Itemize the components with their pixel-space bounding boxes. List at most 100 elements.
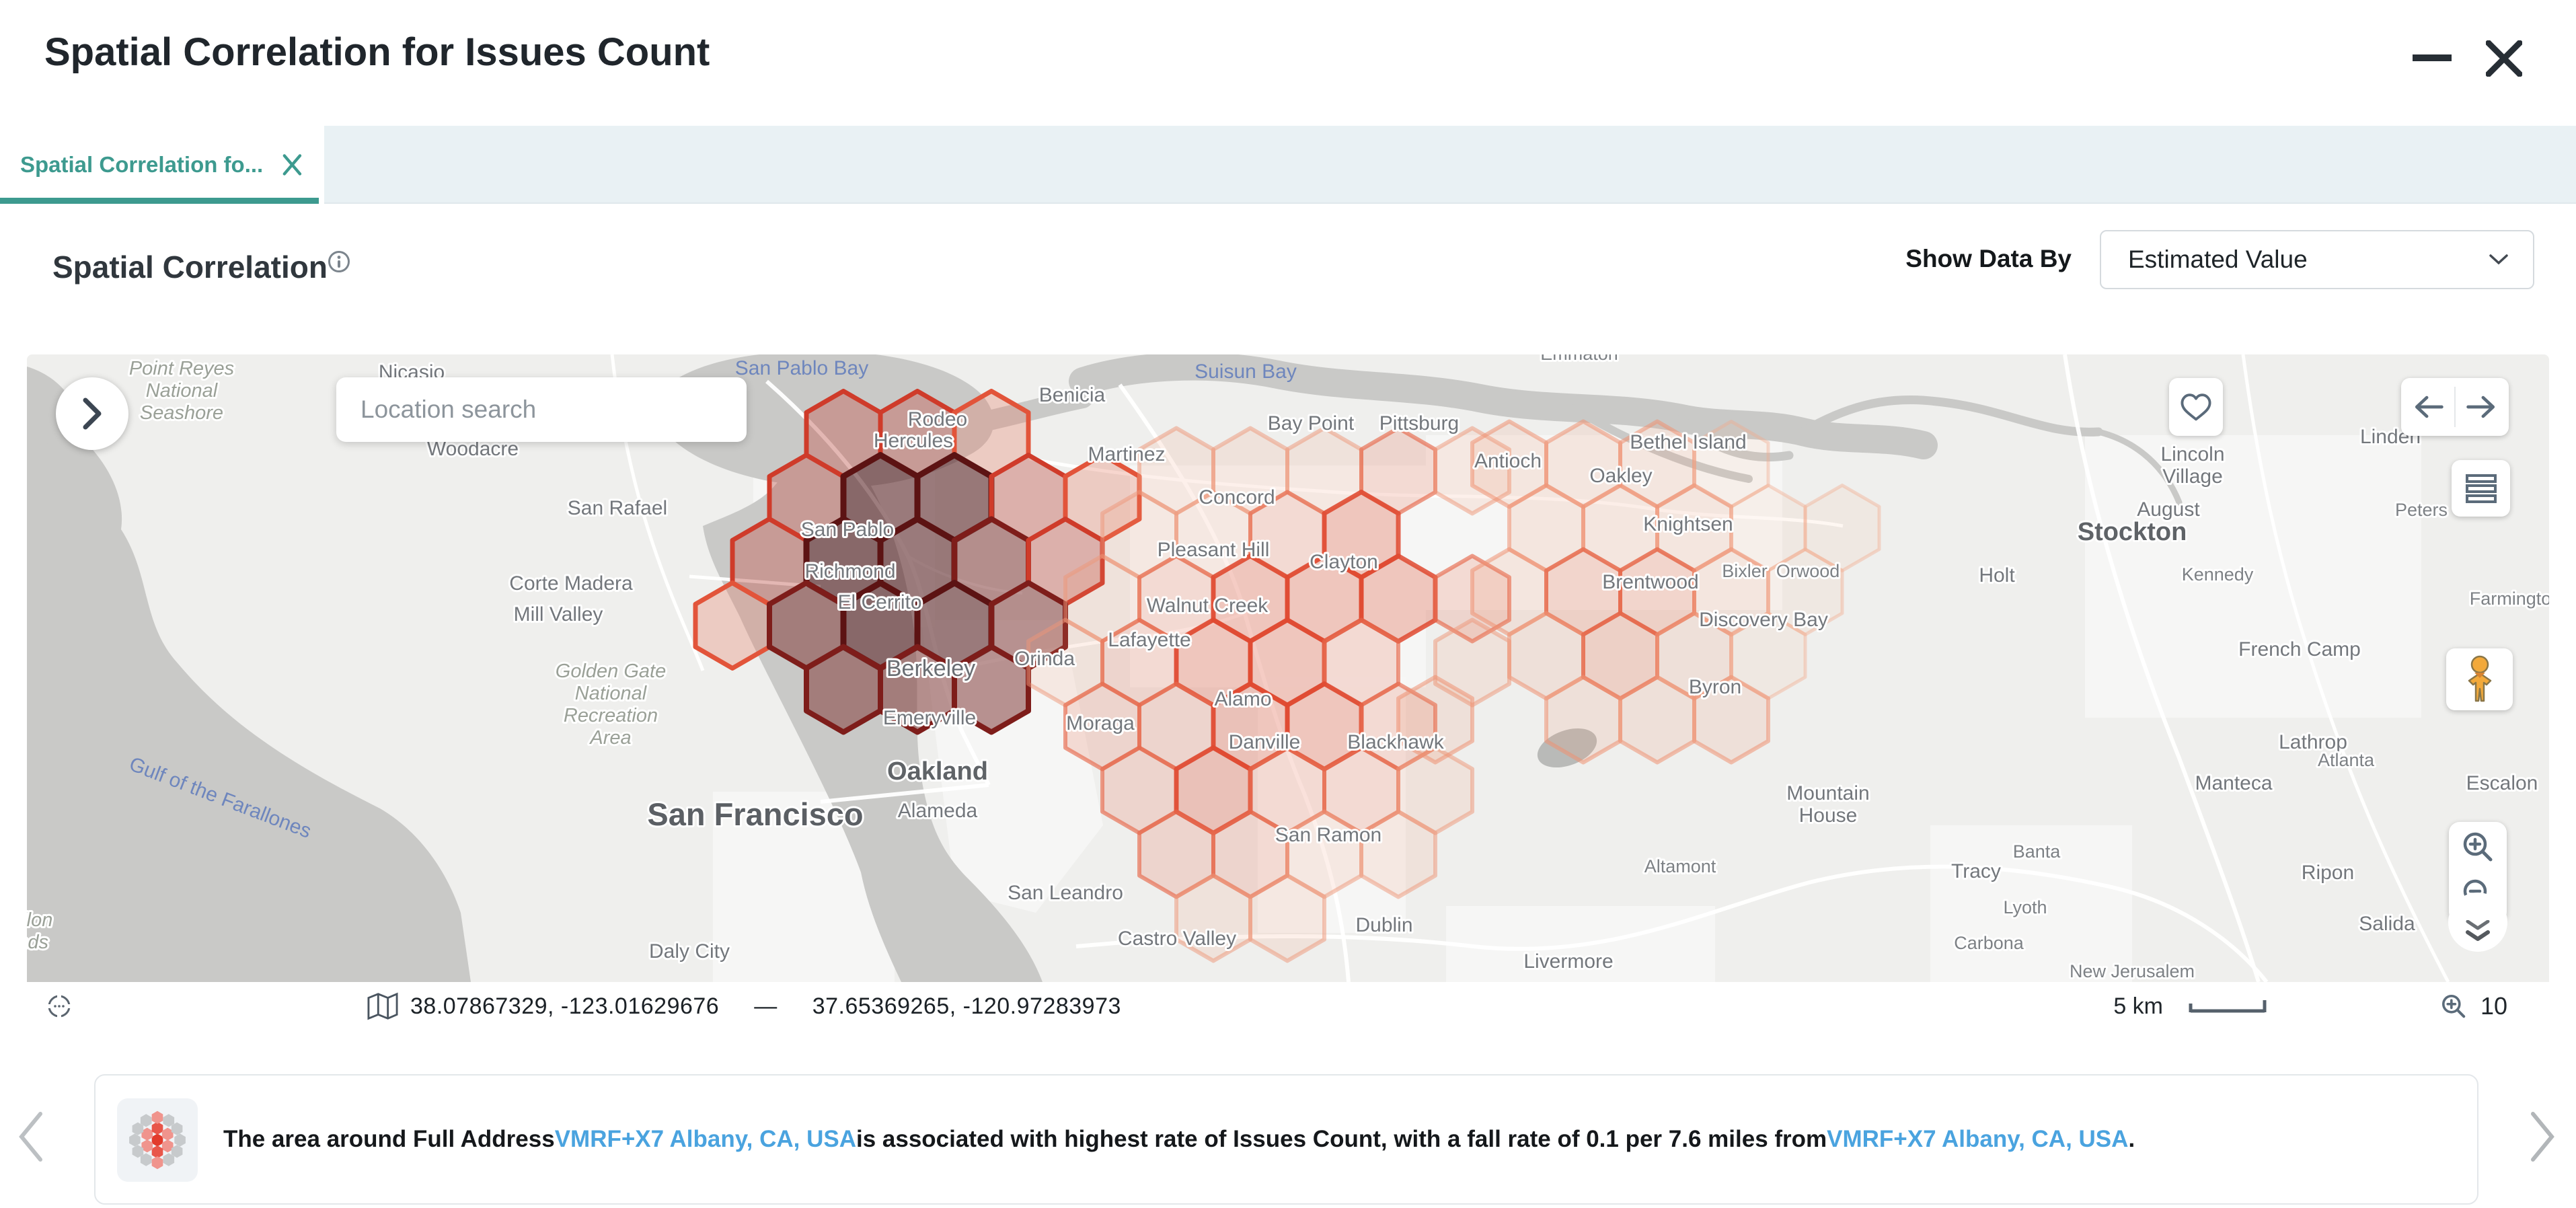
map-label: Antioch	[1474, 450, 1542, 472]
map-label: San Pablo	[801, 519, 894, 541]
forward-button[interactable]	[2456, 378, 2509, 436]
chevron-right-icon	[2531, 1112, 2554, 1162]
location-search	[336, 377, 747, 442]
map-label: Walnut Creek	[1147, 595, 1269, 617]
arrow-left-icon	[2415, 395, 2444, 418]
map-label: Emmaton	[1540, 354, 1618, 364]
map-label: Carbona	[1954, 933, 2024, 953]
hex-cell[interactable]	[1766, 548, 1844, 636]
chevron-left-icon	[19, 1112, 42, 1162]
map-label: Farmington	[2470, 589, 2549, 609]
map[interactable]: Point Reyes National Seashore Nicasio Woodac…	[27, 354, 2549, 982]
map-label: Alameda	[898, 800, 978, 822]
spatial-correlation-icon	[117, 1098, 198, 1182]
insight-link[interactable]: VMRF+X7 Albany, CA, USA	[554, 1126, 856, 1152]
hex-cell[interactable]	[1396, 675, 1474, 765]
map-label: Mill Valley	[514, 603, 603, 626]
crosshair-icon	[48, 995, 71, 1018]
double-chevron-down-icon	[2466, 920, 2490, 941]
hex-cell[interactable]	[1803, 484, 1881, 572]
map-label: Richmond	[804, 560, 895, 582]
minimize-button[interactable]	[2412, 38, 2452, 78]
hex-cell[interactable]	[1544, 675, 1622, 765]
map-label: Escalon	[2466, 772, 2538, 794]
window-title: Spatial Correlation for Issues Count	[44, 30, 710, 74]
map-label: Knightsen	[1643, 513, 1733, 535]
scale-bar	[2189, 1000, 2267, 1013]
collapse-zoom-button[interactable]	[2448, 893, 2507, 952]
zoom-level-icon	[2441, 995, 2466, 1018]
map-label: Stockton	[2078, 518, 2187, 546]
map-label: Orinda	[1014, 648, 1075, 670]
map-label: Orwood	[1776, 561, 1840, 581]
map-label: Tracy	[1951, 860, 2001, 882]
map-label: Berkeley	[886, 656, 975, 681]
zoom-in-icon	[2463, 832, 2493, 862]
insight-text-segment: .	[2128, 1126, 2135, 1152]
show-data-by-label: Show Data By	[1905, 245, 2072, 272]
map-label: Byron	[1689, 676, 1741, 698]
map-label: Dublin	[1355, 914, 1412, 936]
hex-cell[interactable]	[804, 644, 883, 735]
insight-text: The area around Full Address VMRF+X7 Alb…	[223, 1075, 2135, 1203]
history-nav	[2401, 378, 2509, 436]
location-search-input[interactable]	[336, 395, 747, 424]
tab-close-icon[interactable]	[280, 153, 304, 177]
zoom-in-button[interactable]	[2449, 823, 2507, 870]
map-label: Hercules	[874, 430, 953, 452]
map-label: French Camp	[2238, 638, 2361, 660]
map-label: FarallonIslands	[27, 909, 52, 953]
page-title: Spatial Correlation	[52, 250, 328, 285]
insight-card: The area around Full Address VMRF+X7 Alb…	[94, 1074, 2478, 1205]
pegman-icon	[2468, 655, 2491, 702]
hex-cell[interactable]	[1692, 675, 1770, 765]
map-label: Castro Valley	[1118, 928, 1236, 950]
map-label: Emeryville	[883, 707, 976, 729]
minimize-icon	[2413, 54, 2452, 61]
map-label: Manteca	[2195, 772, 2272, 794]
zoom-level: 10	[2480, 992, 2507, 1020]
hex-cell[interactable]	[1618, 675, 1696, 765]
map-label: Lafayette	[1108, 629, 1190, 651]
chevron-down-icon	[2489, 254, 2508, 265]
tab-bar: Spatial Correlation fo...	[0, 126, 2576, 204]
layers-button[interactable]	[2452, 460, 2510, 517]
hex-cell[interactable]	[1248, 873, 1326, 963]
back-button[interactable]	[2401, 378, 2454, 436]
coordinates-from: 38.07867329, -123.01629676	[410, 993, 720, 1019]
next-insight-button[interactable]	[2524, 1110, 2561, 1167]
map-label: Peters	[2395, 500, 2448, 520]
locate-button[interactable]	[46, 993, 73, 1020]
map-label: Altamont	[1644, 856, 1716, 876]
map-label: Banta	[2013, 841, 2061, 862]
tab-spatial-correlation[interactable]: Spatial Correlation fo...	[0, 126, 324, 204]
map-status-bar: 38.07867329, -123.01629676 — 37.65369265…	[27, 982, 2549, 1030]
insight-link[interactable]: VMRF+X7 Albany, CA, USA	[1827, 1126, 2129, 1152]
hex-cell[interactable]	[1359, 809, 1437, 899]
map-label: Oakland	[887, 757, 988, 786]
street-view-button[interactable]	[2446, 648, 2513, 710]
info-icon[interactable]	[328, 250, 350, 276]
map-label: Blackhawk	[1347, 731, 1444, 753]
prev-insight-button[interactable]	[12, 1110, 50, 1167]
heart-icon	[2181, 393, 2211, 421]
map-label: Lyoth	[2003, 897, 2047, 917]
map-label: Benicia	[1039, 384, 1106, 406]
show-data-by-select[interactable]: Estimated Value	[2100, 230, 2534, 289]
map-label: Concord	[1199, 486, 1275, 508]
tab-label: Spatial Correlation fo...	[20, 152, 264, 177]
insight-text-segment: is associated with highest rate of Issue…	[856, 1126, 1827, 1152]
expand-panel-button[interactable]	[56, 377, 128, 450]
map-label: New Jerusalem	[2070, 961, 2195, 981]
close-button[interactable]	[2483, 38, 2525, 79]
map-label: Danville	[1229, 731, 1301, 753]
map-label: Suisun Bay	[1195, 361, 1297, 383]
map-label: Atlanta	[2318, 750, 2375, 770]
favorite-button[interactable]	[2169, 378, 2223, 436]
map-label: Kennedy	[2182, 564, 2254, 584]
hex-cell[interactable]	[693, 580, 772, 671]
map-label: Bixler	[1722, 561, 1768, 581]
map-label: Livermore	[1523, 950, 1613, 973]
map-basemap: Point Reyes National SeashoreNicasioWoodac…	[27, 354, 2549, 982]
